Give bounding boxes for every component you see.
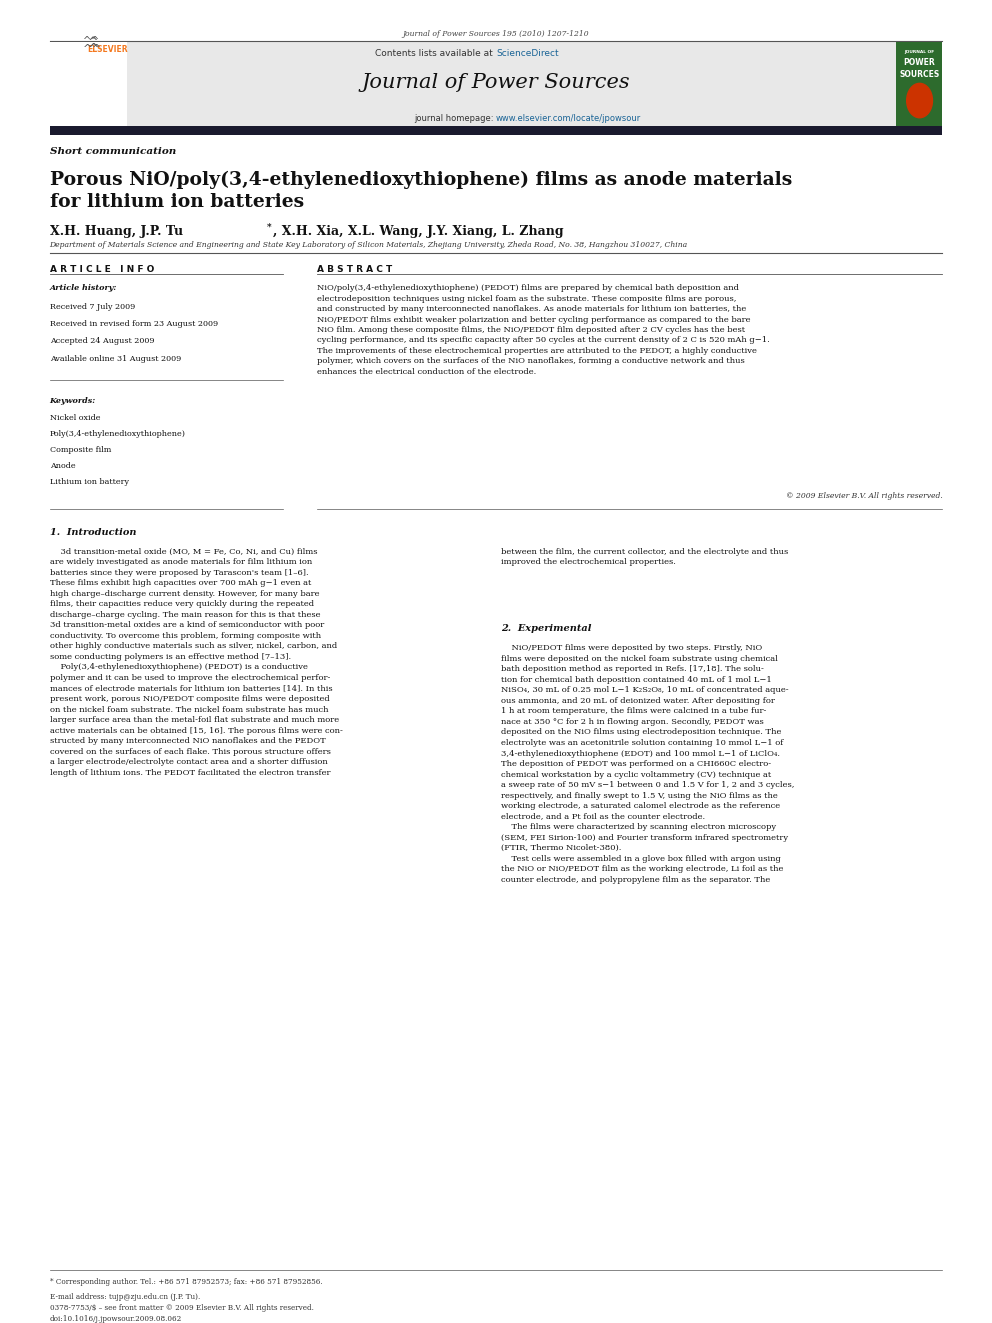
Text: doi:10.1016/j.jpowsour.2009.08.062: doi:10.1016/j.jpowsour.2009.08.062	[50, 1315, 182, 1323]
Text: 3d transition-metal oxide (MO, M = Fe, Co, Ni, and Cu) films
are widely investig: 3d transition-metal oxide (MO, M = Fe, C…	[50, 548, 342, 777]
Text: Poly(3,4-ethylenedioxythiophene): Poly(3,4-ethylenedioxythiophene)	[50, 430, 186, 438]
Text: JOURNAL OF: JOURNAL OF	[905, 50, 934, 54]
Text: , X.H. Xia, X.L. Wang, J.Y. Xiang, L. Zhang: , X.H. Xia, X.L. Wang, J.Y. Xiang, L. Zh…	[273, 225, 563, 238]
Bar	[50, 42, 127, 126]
Text: 1.  Introduction: 1. Introduction	[50, 528, 136, 537]
Text: Anode: Anode	[50, 462, 75, 470]
Text: NiO/PEDOT films were deposited by two steps. Firstly, NiO
films were deposited o: NiO/PEDOT films were deposited by two st…	[501, 644, 795, 884]
Text: A R T I C L E   I N F O: A R T I C L E I N F O	[50, 265, 154, 274]
Text: Journal of Power Sources 195 (2010) 1207-1210: Journal of Power Sources 195 (2010) 1207…	[403, 30, 589, 38]
Bar	[82, 42, 896, 126]
Text: ELSEVIER: ELSEVIER	[87, 45, 128, 54]
Text: Composite film: Composite film	[50, 446, 111, 454]
Text: ScienceDirect: ScienceDirect	[496, 49, 558, 58]
Text: ^: ^	[87, 42, 99, 57]
Text: Keywords:: Keywords:	[50, 397, 96, 405]
Text: www.elsevier.com/locate/jpowsour: www.elsevier.com/locate/jpowsour	[496, 114, 641, 123]
Text: E-mail address: tujp@zju.edu.cn (J.P. Tu).: E-mail address: tujp@zju.edu.cn (J.P. Tu…	[50, 1293, 199, 1301]
Text: ^: ^	[91, 36, 99, 46]
Text: * Corresponding author. Tel.: +86 571 87952573; fax: +86 571 87952856.: * Corresponding author. Tel.: +86 571 87…	[50, 1278, 322, 1286]
Text: *: *	[266, 222, 271, 232]
Text: Received in revised form 23 August 2009: Received in revised form 23 August 2009	[50, 320, 217, 328]
Text: SOURCES: SOURCES	[900, 70, 939, 79]
Text: ^: ^	[92, 44, 101, 54]
Text: journal homepage:: journal homepage:	[414, 114, 496, 123]
Text: Article history:: Article history:	[50, 284, 117, 292]
Text: Porous NiO/poly(3,4-ethylenedioxythiophene) films as anode materials
for lithium: Porous NiO/poly(3,4-ethylenedioxythiophe…	[50, 171, 792, 212]
Text: X.H. Huang, J.P. Tu: X.H. Huang, J.P. Tu	[50, 225, 183, 238]
Text: 2.  Experimental: 2. Experimental	[501, 624, 591, 634]
Text: ^: ^	[83, 36, 91, 46]
Text: Received 7 July 2009: Received 7 July 2009	[50, 303, 135, 311]
Text: between the film, the current collector, and the electrolyte and thus
improved t: between the film, the current collector,…	[501, 548, 789, 566]
Text: Department of Materials Science and Engineering and State Key Laboratory of Sili: Department of Materials Science and Engi…	[50, 241, 687, 249]
Circle shape	[907, 83, 932, 118]
Bar	[896, 42, 942, 126]
Text: Contents lists available at: Contents lists available at	[375, 49, 496, 58]
Text: Journal of Power Sources: Journal of Power Sources	[362, 73, 630, 91]
Text: Nickel oxide: Nickel oxide	[50, 414, 100, 422]
Text: 0378-7753/$ – see front matter © 2009 Elsevier B.V. All rights reserved.: 0378-7753/$ – see front matter © 2009 El…	[50, 1304, 313, 1312]
Bar	[50, 126, 942, 135]
Text: ^: ^	[82, 44, 91, 54]
Text: A B S T R A C T: A B S T R A C T	[317, 265, 393, 274]
Text: Available online 31 August 2009: Available online 31 August 2009	[50, 355, 181, 363]
Text: POWER: POWER	[904, 58, 935, 67]
Text: ^: ^	[87, 36, 98, 49]
Text: Short communication: Short communication	[50, 147, 176, 156]
Text: Lithium ion battery: Lithium ion battery	[50, 478, 129, 486]
Text: NiO/poly(3,4-ethylenedioxythiophene) (PEDOT) films are prepared by chemical bath: NiO/poly(3,4-ethylenedioxythiophene) (PE…	[317, 284, 770, 376]
Text: Accepted 24 August 2009: Accepted 24 August 2009	[50, 337, 154, 345]
Text: © 2009 Elsevier B.V. All rights reserved.: © 2009 Elsevier B.V. All rights reserved…	[786, 492, 942, 500]
